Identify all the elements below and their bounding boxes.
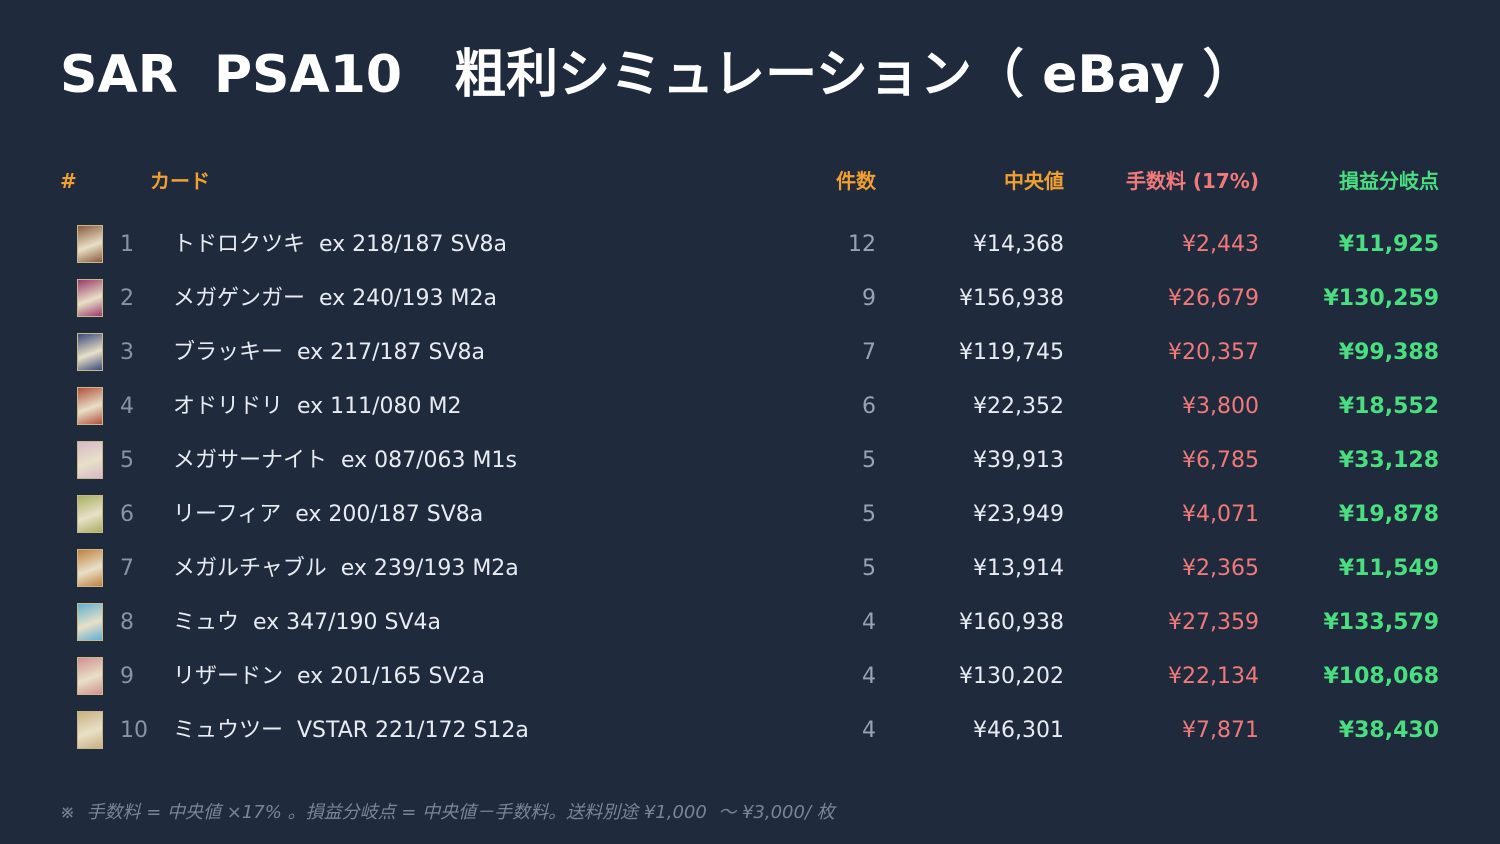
count: 6 [862,394,876,419]
median: ¥39,913 [973,448,1064,473]
card-thumbnail [77,657,103,695]
median: ¥156,938 [959,286,1064,311]
breakeven: ¥11,549 [1338,556,1439,581]
column-header: 中央値 [1004,169,1064,193]
fee: ¥2,365 [1182,556,1259,581]
card-thumbnail [77,387,103,425]
column-header: # [60,169,77,193]
column-header: 手数料 (17%) [1125,169,1259,193]
fee: ¥22,134 [1168,664,1259,689]
breakeven: ¥33,128 [1338,448,1439,473]
count: 12 [848,232,876,257]
card-name: メガルチャブル ex 239/193 M2a [173,556,519,581]
median: ¥46,301 [973,718,1064,743]
rank: 1 [120,232,134,257]
rank: 9 [120,664,134,689]
column-header: 損益分岐点 [1339,169,1439,193]
breakeven: ¥130,259 [1323,286,1439,311]
rank: 10 [120,718,148,743]
count: 4 [862,610,876,635]
card-name: ミュウツー VSTAR 221/172 S12a [173,718,529,743]
fee: ¥20,357 [1168,340,1259,365]
card-name: メガサーナイト ex 087/063 M1s [173,448,517,473]
fee: ¥26,679 [1168,286,1259,311]
rank: 2 [120,286,134,311]
breakeven: ¥99,388 [1338,340,1439,365]
breakeven: ¥18,552 [1338,394,1439,419]
count: 4 [862,718,876,743]
median: ¥119,745 [959,340,1064,365]
breakeven: ¥38,430 [1338,718,1439,743]
card-name: ブラッキー ex 217/187 SV8a [173,340,486,365]
footnote: ※ 手数料 = 中央値 ×17% 。損益分岐点 = 中央値－手数料。送料別途 ¥… [60,802,835,823]
median: ¥130,202 [959,664,1064,689]
count: 9 [862,286,876,311]
fee: ¥3,800 [1182,394,1259,419]
median: ¥22,352 [973,394,1064,419]
rank: 6 [120,502,134,527]
card-name: オドリドリ ex 111/080 M2 [173,394,462,419]
breakeven: ¥108,068 [1323,664,1439,689]
card-name: ミュウ ex 347/190 SV4a [173,610,442,635]
count: 7 [862,340,876,365]
rank: 8 [120,610,134,635]
fee: ¥4,071 [1182,502,1259,527]
median: ¥13,914 [973,556,1064,581]
card-thumbnail [77,441,103,479]
median: ¥160,938 [959,610,1064,635]
fee: ¥2,443 [1182,232,1259,257]
count: 4 [862,664,876,689]
title: SAR PSA10 粗利シミュレーション（ eBay ） [60,45,1255,105]
median: ¥14,368 [973,232,1064,257]
rank: 5 [120,448,134,473]
card-thumbnail [77,495,103,533]
breakeven: ¥11,925 [1338,232,1439,257]
rank: 7 [120,556,134,581]
card-thumbnail [77,603,103,641]
fee: ¥6,785 [1182,448,1259,473]
card-thumbnail [77,549,103,587]
card-name: リザードン ex 201/165 SV2a [173,664,486,689]
count: 5 [862,448,876,473]
count: 5 [862,502,876,527]
count: 5 [862,556,876,581]
rank: 3 [120,340,134,365]
card-thumbnail [77,225,103,263]
card-name: リーフィア ex 200/187 SV8a [173,502,484,527]
card-thumbnail [77,279,103,317]
breakeven: ¥19,878 [1338,502,1439,527]
column-header: 件数 [836,169,876,193]
column-header: カード [150,169,210,193]
card-name: トドロクツキ ex 218/187 SV8a [173,232,508,257]
card-thumbnail [77,711,103,749]
fee: ¥7,871 [1182,718,1259,743]
rank: 4 [120,394,134,419]
card-name: メガゲンガー ex 240/193 M2a [173,286,497,311]
median: ¥23,949 [973,502,1064,527]
breakeven: ¥133,579 [1323,610,1439,635]
card-thumbnail [77,333,103,371]
fee: ¥27,359 [1168,610,1259,635]
